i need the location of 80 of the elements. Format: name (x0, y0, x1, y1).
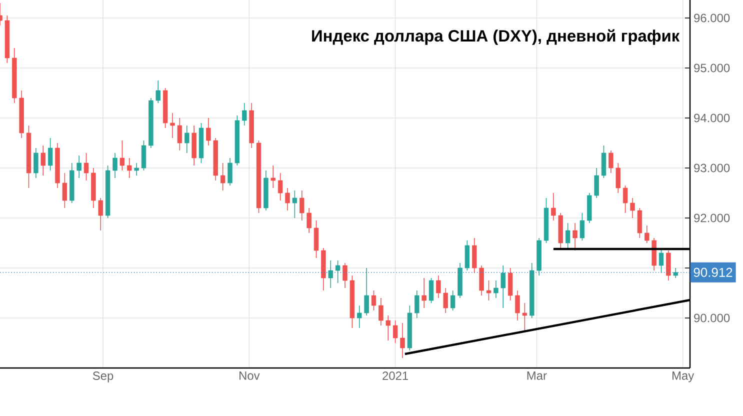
candlestick (508, 268, 513, 301)
candlestick (371, 290, 376, 311)
candlestick (141, 140, 146, 171)
y-tick-label: 93.000 (694, 164, 730, 172)
candlestick (314, 220, 319, 258)
candlestick (630, 198, 635, 218)
candlestick (422, 278, 426, 308)
candlestick (551, 192, 556, 221)
candlestick (242, 102, 247, 126)
candlestick (342, 262, 348, 288)
candlestick (386, 315, 390, 341)
candlestick (48, 138, 53, 171)
candlestick (127, 158, 132, 178)
candlestick (134, 162, 139, 176)
candlestick (594, 168, 599, 198)
candlestick (572, 222, 578, 251)
candlestick (479, 265, 484, 296)
candlestick (565, 222, 570, 248)
candlestick (644, 225, 650, 244)
candlestick (500, 265, 506, 308)
candlestick (170, 112, 175, 138)
y-tick-label: 94.000 (694, 114, 730, 122)
candlestick (306, 208, 312, 234)
x-tick-label: 2021 (382, 372, 408, 380)
x-tick-label: Nov (240, 372, 260, 380)
candlestick (76, 155, 82, 178)
text: Индекс доллара США (DXY), дневной график (312, 29, 680, 45)
candlestick (622, 185, 628, 214)
candlestick (40, 145, 46, 176)
candlestick (436, 275, 441, 298)
candlestick (335, 260, 340, 284)
candlestick (184, 125, 190, 154)
candlestick (220, 162, 226, 191)
candlestick (515, 290, 520, 321)
x-tick-label: May (672, 372, 694, 382)
candlestick (443, 288, 448, 314)
candlestick (34, 148, 38, 178)
candlestick (580, 212, 585, 241)
y-tick-label: 95.000 (694, 64, 730, 72)
candlestick (486, 280, 492, 301)
candlestick (278, 172, 283, 201)
x-tick-label: Mar (527, 372, 547, 380)
candlestick (428, 278, 434, 304)
candlestick (400, 322, 405, 358)
candlestick (673, 268, 678, 278)
candlestick (637, 208, 642, 238)
candlestick (292, 190, 298, 218)
candlestick (84, 152, 89, 181)
ref-line-label: 90.912 (694, 268, 732, 277)
candlestick (414, 290, 420, 318)
candlestick (608, 150, 614, 174)
candlestick (357, 305, 362, 328)
candlestick (666, 250, 671, 281)
candlestick (112, 152, 118, 178)
candlestick (300, 190, 304, 221)
candlestick (616, 162, 620, 194)
x-tick-label: Sep (92, 372, 114, 382)
candlestick (522, 302, 528, 331)
candlestick (120, 140, 125, 171)
candlestick (392, 320, 398, 344)
candlestick (228, 158, 232, 186)
candlestick (450, 290, 456, 311)
y-tick-label: 96.000 (694, 14, 730, 22)
candlestick (472, 238, 477, 274)
candlestick (206, 118, 211, 146)
candlestick (601, 145, 606, 178)
candlestick (285, 188, 290, 211)
candlestick (364, 268, 369, 316)
candlestick (328, 260, 333, 288)
candlestick (98, 198, 103, 231)
candlestick (156, 80, 160, 104)
candlestick (658, 248, 664, 274)
candlestick (464, 240, 470, 271)
y-tick-label: 90.000 (694, 314, 730, 322)
candlestick (494, 280, 498, 298)
candlestick (378, 298, 384, 326)
candlestick (177, 118, 182, 151)
candlestick (62, 172, 68, 208)
candlestick (270, 165, 276, 188)
y-tick-label: 92.000 (694, 214, 730, 222)
